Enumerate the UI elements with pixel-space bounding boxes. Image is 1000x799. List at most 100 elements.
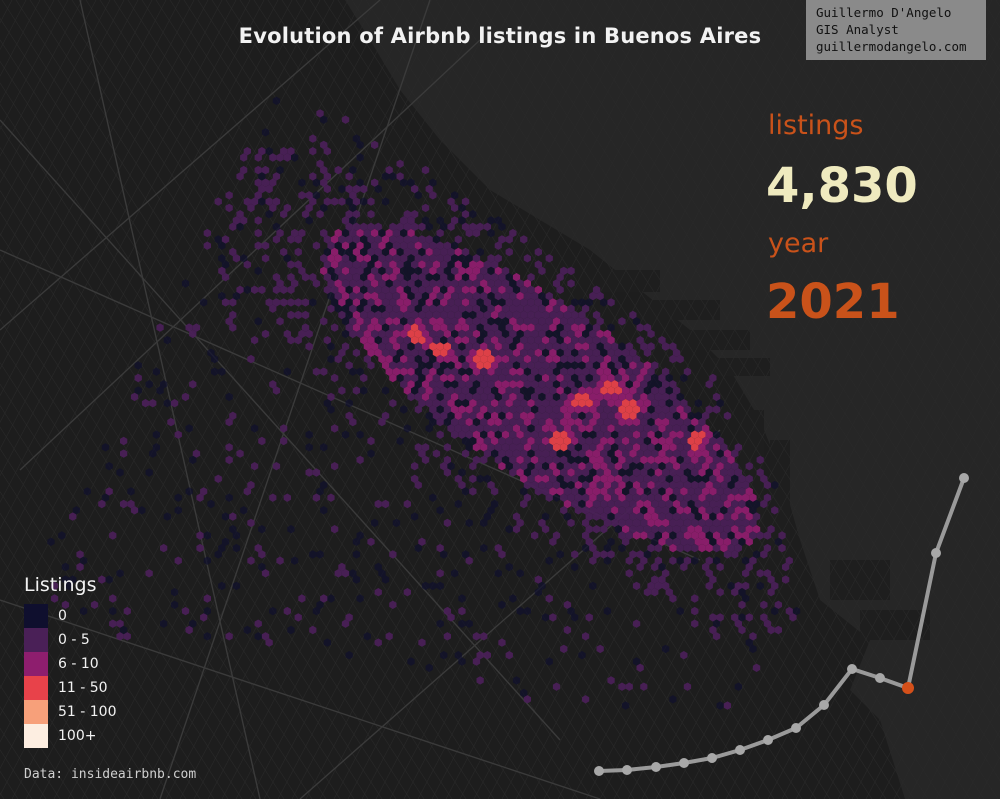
hexbin-cell — [476, 424, 484, 433]
hexbin-cell — [498, 285, 506, 294]
hexbin-cell — [360, 310, 368, 320]
road — [0, 0, 405, 770]
hexbin-cell — [374, 184, 382, 194]
hexbin-cell — [349, 367, 357, 376]
hexbin-cell — [643, 487, 652, 496]
hexbin-cell — [683, 518, 692, 528]
hexbin-cell — [720, 531, 728, 540]
hexbin-cell — [709, 449, 717, 458]
hexbin-cell — [461, 247, 470, 257]
hexbin-cell — [589, 342, 597, 351]
hexbin-cell — [651, 399, 659, 408]
hexbin-cell — [469, 285, 477, 294]
hexbin-cell — [334, 304, 342, 313]
hexbin-cell — [538, 392, 546, 402]
hexbin-cell — [352, 235, 361, 244]
hexbin-cell — [534, 348, 542, 357]
hexbin-cell — [629, 525, 637, 534]
hexbin-cell — [392, 266, 401, 276]
hexbin-cell — [396, 260, 404, 269]
hexbin-cell — [574, 405, 582, 414]
hexbin-cell — [487, 317, 495, 326]
hexbin-cell — [483, 273, 491, 282]
hexbin-cell — [567, 443, 575, 452]
hexbin-cell — [745, 613, 753, 622]
hexbin-cell — [494, 266, 502, 276]
hexbin-cell — [272, 462, 281, 471]
hexbin-cell — [418, 399, 426, 408]
hexbin-cell — [614, 373, 622, 383]
hexbin-cell — [560, 405, 568, 414]
hexbin-cell — [225, 191, 233, 200]
hexbin-cell — [341, 569, 350, 578]
hexbin-cell — [538, 354, 546, 364]
hexbin-cell — [694, 399, 702, 408]
road — [687, 0, 1000, 480]
road — [0, 0, 251, 477]
hexbin-cell — [447, 462, 455, 471]
hexbin-cell — [552, 417, 561, 427]
hexbin-cell — [771, 480, 779, 490]
hexbin-cell — [538, 518, 546, 528]
hexbin-cell — [520, 285, 528, 294]
hexbin-cell — [636, 386, 644, 395]
hexbin-cell — [421, 455, 430, 465]
hexbin-cell — [527, 399, 535, 408]
hexbin-cell — [480, 543, 488, 553]
hexbin-cell — [436, 543, 444, 553]
hexbin-cell — [363, 329, 371, 339]
hexbin-cell — [403, 348, 411, 357]
hexbin-cell — [476, 310, 484, 320]
hexbin-cell — [341, 228, 350, 238]
hexbin-cell — [516, 405, 524, 414]
hexbin-cell — [371, 178, 379, 187]
hexbin-cell — [472, 254, 481, 263]
hexbin-cell — [654, 380, 662, 389]
road — [585, 10, 1000, 799]
hexbin-cell — [512, 273, 521, 282]
road — [11, 0, 433, 799]
hexbin-cell — [582, 342, 590, 351]
hexbin-cell — [629, 348, 637, 357]
hexbin-cell — [603, 430, 612, 439]
hexbin-cell — [305, 430, 313, 439]
hexbin-cell — [549, 449, 557, 458]
hexbin-cell — [305, 443, 313, 452]
hexbin-cell — [487, 342, 495, 351]
hexbin-cell — [356, 228, 364, 238]
hexbin-cell — [243, 625, 251, 635]
hexbin-cell — [618, 518, 626, 528]
hexbin-cell — [509, 291, 517, 301]
hexbin-cell — [636, 462, 644, 471]
hexbin-cell — [592, 512, 601, 521]
hexbin-cell — [432, 323, 441, 332]
hexbin-cell — [654, 581, 662, 591]
hexbin-cell — [418, 260, 426, 269]
hexbin-cell — [454, 235, 462, 244]
road — [753, 330, 1000, 799]
hexbin-cell — [418, 285, 426, 294]
hexbin-cell — [614, 487, 622, 496]
hexbin-cell — [767, 525, 775, 534]
hexbin-cell — [458, 468, 466, 477]
hexbin-cell — [323, 273, 331, 282]
hexbin-cell — [203, 556, 211, 565]
hexbin-cell — [265, 210, 273, 219]
hexbin-cell — [425, 373, 433, 383]
hexbin-cell — [683, 556, 692, 565]
hexbin-cell — [76, 550, 84, 559]
hexbin-cell — [542, 348, 550, 357]
hexbin-cell — [607, 348, 615, 357]
hexbin-cell — [749, 632, 757, 641]
hexbin-cell — [662, 493, 670, 502]
hexbin-cell — [363, 279, 371, 288]
hexbin-cell — [607, 499, 615, 509]
hexbin-cell — [411, 336, 419, 345]
hexbin-cell — [651, 411, 659, 420]
hexbin-cell — [280, 298, 288, 307]
hexbin-cell — [363, 241, 371, 250]
hexbin-cell — [542, 449, 550, 458]
hexbin-cell — [560, 430, 568, 439]
hexbin-cell — [669, 480, 677, 490]
